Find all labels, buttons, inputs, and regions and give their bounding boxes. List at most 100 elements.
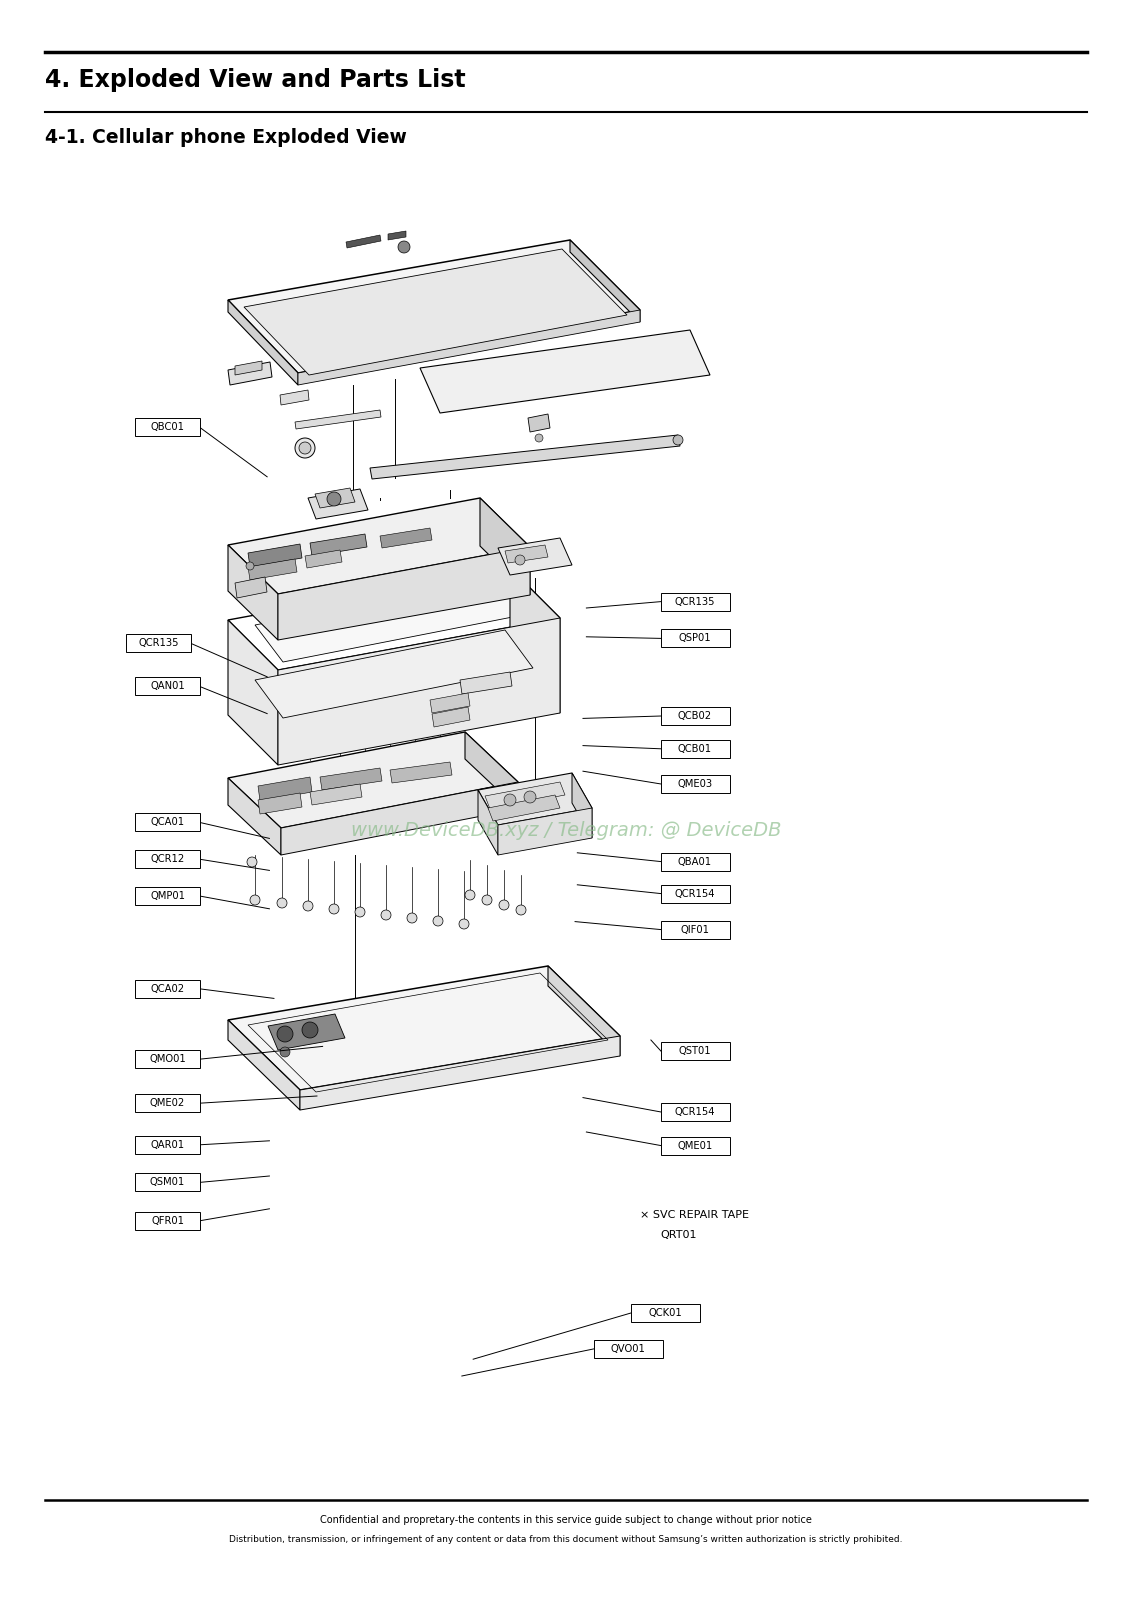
Text: QCR135: QCR135	[138, 638, 179, 648]
Text: QVO01: QVO01	[611, 1344, 645, 1354]
FancyBboxPatch shape	[135, 1173, 200, 1192]
Polygon shape	[258, 794, 302, 814]
Text: Distribution, transmission, or infringement of any content or data from this doc: Distribution, transmission, or infringem…	[230, 1534, 902, 1544]
Text: QAR01: QAR01	[151, 1139, 185, 1150]
Text: QMO01: QMO01	[149, 1054, 186, 1064]
Polygon shape	[478, 773, 592, 826]
Polygon shape	[505, 546, 548, 563]
Circle shape	[458, 918, 469, 930]
Polygon shape	[315, 488, 355, 509]
Text: QST01: QST01	[679, 1046, 711, 1056]
Circle shape	[250, 894, 260, 906]
Polygon shape	[228, 966, 620, 1090]
Polygon shape	[498, 538, 572, 574]
Polygon shape	[228, 778, 281, 854]
FancyBboxPatch shape	[135, 1050, 200, 1069]
Circle shape	[299, 442, 311, 454]
Circle shape	[327, 493, 341, 506]
Polygon shape	[281, 782, 518, 854]
Polygon shape	[484, 782, 565, 810]
Polygon shape	[478, 790, 498, 854]
Polygon shape	[300, 1037, 620, 1110]
Polygon shape	[228, 240, 640, 373]
FancyBboxPatch shape	[632, 1304, 700, 1322]
Text: QCB02: QCB02	[678, 710, 712, 722]
Text: QME01: QME01	[677, 1141, 713, 1150]
Text: QBA01: QBA01	[678, 856, 712, 867]
Polygon shape	[498, 808, 592, 854]
Polygon shape	[228, 619, 278, 765]
Circle shape	[504, 794, 516, 806]
Polygon shape	[228, 301, 298, 386]
Polygon shape	[295, 410, 381, 429]
Polygon shape	[308, 490, 368, 518]
Text: QCA01: QCA01	[151, 818, 185, 827]
FancyBboxPatch shape	[126, 634, 191, 653]
Text: × SVC REPAIR TAPE: × SVC REPAIR TAPE	[640, 1210, 749, 1219]
Text: QBC01: QBC01	[151, 422, 185, 432]
Circle shape	[465, 890, 475, 899]
Polygon shape	[255, 630, 533, 718]
Circle shape	[280, 1046, 290, 1058]
Polygon shape	[528, 414, 550, 432]
Polygon shape	[346, 235, 381, 248]
Polygon shape	[268, 1014, 345, 1050]
Circle shape	[302, 1022, 318, 1038]
Circle shape	[515, 555, 525, 565]
Text: QCR12: QCR12	[151, 854, 185, 864]
Text: QCR154: QCR154	[675, 888, 715, 899]
FancyBboxPatch shape	[661, 592, 729, 611]
Polygon shape	[488, 795, 560, 821]
Circle shape	[329, 904, 338, 914]
Circle shape	[246, 562, 254, 570]
FancyBboxPatch shape	[661, 774, 729, 794]
Polygon shape	[430, 693, 470, 714]
Polygon shape	[298, 310, 640, 386]
Polygon shape	[432, 707, 470, 726]
Polygon shape	[248, 558, 297, 579]
FancyBboxPatch shape	[135, 1094, 200, 1112]
FancyBboxPatch shape	[661, 1042, 729, 1061]
FancyBboxPatch shape	[135, 1211, 200, 1230]
Polygon shape	[258, 778, 312, 802]
Polygon shape	[460, 672, 512, 694]
Text: www.DeviceDB.xyz / Telegram: @ DeviceDB: www.DeviceDB.xyz / Telegram: @ DeviceDB	[351, 821, 781, 840]
FancyBboxPatch shape	[135, 979, 200, 998]
Circle shape	[381, 910, 391, 920]
Polygon shape	[370, 435, 680, 478]
FancyBboxPatch shape	[661, 1102, 729, 1122]
Polygon shape	[388, 230, 406, 240]
Polygon shape	[465, 733, 518, 810]
Text: 4. Exploded View and Parts List: 4. Exploded View and Parts List	[45, 67, 465, 91]
Polygon shape	[228, 733, 518, 829]
FancyBboxPatch shape	[661, 853, 729, 870]
Circle shape	[277, 1026, 293, 1042]
Polygon shape	[320, 768, 381, 790]
Text: QSP01: QSP01	[679, 634, 711, 643]
FancyBboxPatch shape	[135, 886, 200, 906]
Polygon shape	[228, 546, 278, 640]
Polygon shape	[248, 544, 302, 566]
Polygon shape	[228, 362, 272, 386]
Circle shape	[674, 435, 683, 445]
FancyBboxPatch shape	[661, 739, 729, 758]
FancyBboxPatch shape	[135, 850, 200, 869]
Circle shape	[295, 438, 315, 458]
Circle shape	[524, 790, 535, 803]
FancyBboxPatch shape	[661, 1136, 729, 1155]
Polygon shape	[548, 966, 620, 1056]
Polygon shape	[235, 578, 267, 598]
Circle shape	[247, 858, 257, 867]
Polygon shape	[255, 576, 533, 662]
Circle shape	[516, 906, 526, 915]
Polygon shape	[245, 250, 627, 374]
FancyBboxPatch shape	[135, 677, 200, 696]
FancyBboxPatch shape	[661, 885, 729, 902]
Polygon shape	[572, 773, 592, 838]
Polygon shape	[278, 618, 560, 765]
Polygon shape	[310, 534, 367, 557]
Circle shape	[303, 901, 314, 910]
Polygon shape	[305, 550, 342, 568]
Text: QRT01: QRT01	[660, 1230, 696, 1240]
Circle shape	[408, 914, 417, 923]
